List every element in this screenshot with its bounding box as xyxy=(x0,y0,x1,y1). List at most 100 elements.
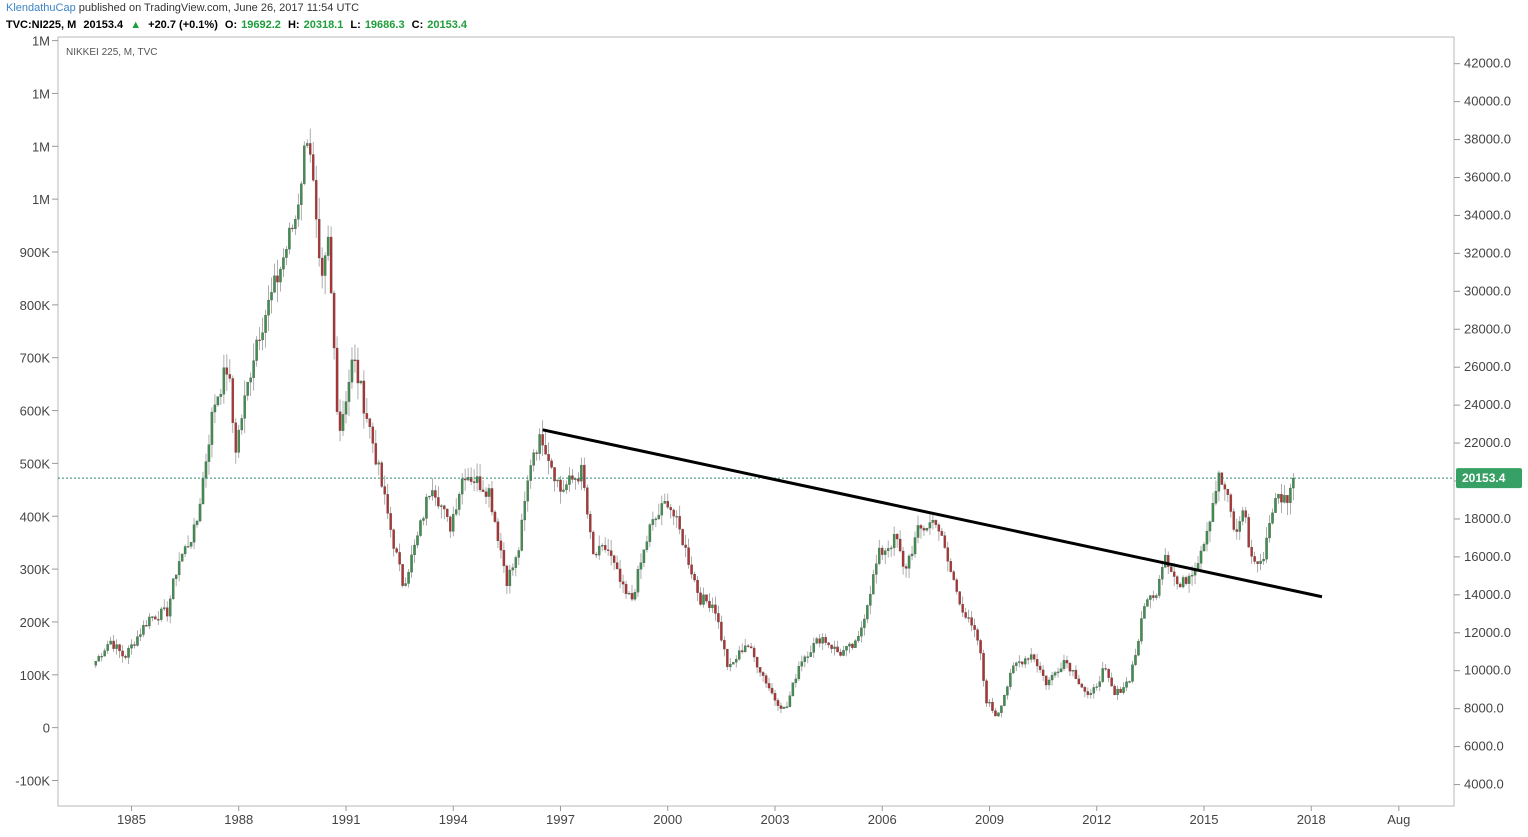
candle-up xyxy=(1241,510,1244,522)
candle-up xyxy=(1095,686,1099,688)
candle-down xyxy=(881,547,884,555)
candle-down xyxy=(749,646,753,649)
candle-up xyxy=(151,616,154,618)
candle-down xyxy=(472,481,476,483)
candle-up xyxy=(660,503,664,516)
candle-up xyxy=(642,549,646,563)
candle-down xyxy=(449,516,452,532)
candle-up xyxy=(416,535,419,546)
author-link[interactable]: KlendathuCap xyxy=(6,2,76,14)
candle-down xyxy=(1152,595,1155,598)
right-tick-label-4: 12000.0 xyxy=(1464,625,1511,640)
candle-up xyxy=(1164,555,1167,568)
candle-up xyxy=(1012,665,1015,674)
candle-up xyxy=(198,503,202,522)
candle-down xyxy=(1280,493,1283,503)
candle-down xyxy=(776,700,780,706)
candle-up xyxy=(1202,544,1206,552)
candle-up xyxy=(931,519,935,523)
symbol-label[interactable]: TVC:NI225, M xyxy=(6,19,77,31)
candle-up xyxy=(1161,567,1164,580)
candle-up xyxy=(341,414,345,431)
candle-up xyxy=(886,548,890,551)
candle-down xyxy=(1044,675,1048,686)
candle-down xyxy=(1104,668,1107,670)
candle-up xyxy=(574,478,577,480)
candle-down xyxy=(1175,576,1179,585)
candle-up xyxy=(1000,705,1003,713)
candle-down xyxy=(392,529,395,549)
candle-up xyxy=(648,524,652,542)
candle-up xyxy=(207,444,211,462)
time-axis[interactable]: 1985 1988 1991 1994 1997 2000 2003 2006 2009 2012… xyxy=(117,806,1410,827)
candle-down xyxy=(553,467,556,482)
x-tick-label-7: 2006 xyxy=(868,812,897,827)
candle-up xyxy=(419,520,422,536)
candle-down xyxy=(621,581,625,585)
published-text: published on TradingView.com, June 26, 2… xyxy=(78,2,360,14)
candle-down xyxy=(502,550,506,567)
candle-up xyxy=(1137,640,1140,656)
right-tick-label-11: 26000.0 xyxy=(1464,359,1511,374)
candle-down xyxy=(770,687,774,694)
candle-down xyxy=(851,643,854,648)
candle-down xyxy=(693,574,696,581)
candle-down xyxy=(398,552,401,565)
candle-up xyxy=(326,236,330,256)
candle-up xyxy=(1262,559,1265,562)
left-tick-label-8: 700K xyxy=(20,351,51,366)
right-tick-label-13: 30000.0 xyxy=(1464,283,1511,298)
candle-up xyxy=(523,501,527,521)
candle-down xyxy=(746,645,750,647)
candle-up xyxy=(1116,688,1119,696)
trendline[interactable] xyxy=(542,428,1323,599)
candle-down xyxy=(356,359,360,384)
candle-down xyxy=(401,564,404,586)
candle-up xyxy=(222,367,226,395)
candle-up xyxy=(267,299,270,316)
candle-down xyxy=(901,550,905,567)
candle-up xyxy=(163,607,166,610)
right-tick-label-15: 34000.0 xyxy=(1464,207,1511,222)
candle-down xyxy=(624,583,628,595)
candle-down xyxy=(1026,658,1030,660)
candle-up xyxy=(1238,521,1242,532)
candle-up xyxy=(511,567,515,571)
candle-up xyxy=(1211,503,1215,522)
candle-up xyxy=(702,594,705,605)
change-value: +20.7 (+0.1%) xyxy=(148,19,218,31)
candle-up xyxy=(174,574,178,579)
candle-down xyxy=(234,422,238,453)
candle-up xyxy=(1181,577,1185,588)
candle-down xyxy=(463,478,467,481)
candle-up xyxy=(1274,498,1277,513)
candle-down xyxy=(830,644,833,649)
x-tick-label-2: 1991 xyxy=(332,812,361,827)
candle-up xyxy=(651,519,655,525)
candle-up xyxy=(517,550,521,558)
left-tick-label-7: 600K xyxy=(20,404,51,419)
left-tick-label-6: 500K xyxy=(20,456,51,471)
candle-up xyxy=(1190,574,1194,577)
candle-down xyxy=(943,535,947,548)
candle-up xyxy=(177,561,181,576)
candle-down xyxy=(684,544,687,548)
candle-up xyxy=(925,527,929,531)
right-tick-label-12: 28000.0 xyxy=(1464,321,1511,336)
x-tick-label-1: 1988 xyxy=(224,812,253,827)
candle-up xyxy=(115,644,118,649)
candle-up xyxy=(794,678,798,683)
left-tick-label-14: 1M xyxy=(32,34,50,49)
right-tick-label-2: 8000.0 xyxy=(1464,701,1504,716)
candle-down xyxy=(493,511,497,522)
candle-down xyxy=(592,531,595,555)
candle-down xyxy=(595,553,598,556)
quote-bar: TVC:NI225, M 20153.4 ▲ +20.7 (+0.1%) O: 1… xyxy=(6,19,471,31)
candle-up xyxy=(812,643,815,653)
candle-down xyxy=(767,683,771,689)
candle-up xyxy=(97,656,100,662)
candle-up xyxy=(487,488,491,497)
candle-down xyxy=(329,236,333,294)
right-axis[interactable]: 4000.0 6000.0 8000.0 10000.0 12000.0 14000.0 1… xyxy=(1454,56,1511,792)
